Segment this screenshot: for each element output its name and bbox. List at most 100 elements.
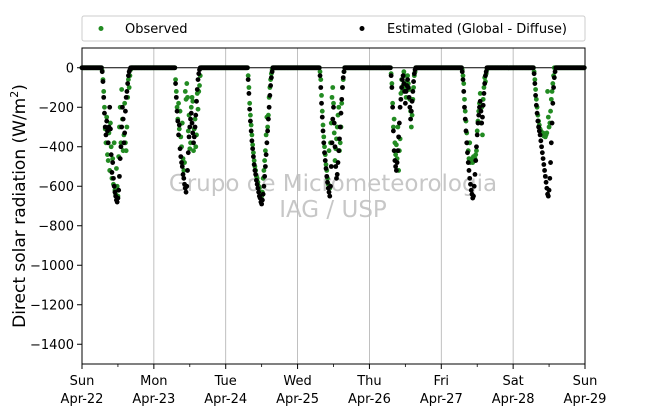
observed-point: [249, 132, 255, 138]
observed-point: [105, 158, 111, 163]
estimated-point: [531, 71, 537, 77]
estimated-point: [466, 168, 472, 173]
estimated-point: [327, 193, 333, 199]
estimated-point: [127, 67, 133, 73]
estimated-point: [191, 140, 196, 146]
estimated-point: [103, 132, 109, 138]
observed-point: [187, 146, 193, 152]
observed-point: [393, 152, 399, 158]
estimated-point: [119, 124, 125, 130]
estimated-point: [105, 140, 111, 146]
estimated-point: [248, 128, 254, 134]
estimated-point: [462, 104, 467, 110]
estimated-point: [533, 93, 538, 98]
x-tick-label-day: Thu: [356, 374, 381, 389]
estimated-point: [480, 102, 486, 108]
observed-point: [317, 69, 323, 75]
observed-point: [247, 100, 253, 106]
estimated-point: [189, 120, 195, 126]
observed-point: [122, 100, 128, 106]
observed-point: [108, 120, 113, 126]
observed-point: [114, 166, 119, 171]
estimated-point: [172, 65, 178, 71]
observed-point: [461, 81, 467, 86]
estimated-point: [259, 197, 265, 203]
estimated-point: [396, 134, 402, 140]
watermark-line-1: Grupo de Micrometeorologia: [169, 171, 497, 197]
estimated-point: [406, 94, 412, 100]
estimated-point: [535, 118, 541, 124]
estimated-point: [249, 138, 255, 144]
estimated-point: [122, 130, 128, 136]
estimated-point: [265, 128, 271, 134]
estimated-point: [408, 116, 413, 122]
estimated-point: [250, 146, 256, 152]
estimated-point: [340, 85, 345, 90]
estimated-point: [322, 150, 327, 156]
observed-point: [545, 114, 551, 120]
estimated-point: [548, 140, 554, 146]
estimated-point: [108, 126, 113, 132]
estimated-point: [193, 112, 199, 118]
estimated-point: [184, 183, 190, 189]
observed-point: [532, 77, 538, 82]
estimated-point: [542, 173, 548, 179]
x-tick-label-date: Apr-27: [420, 392, 463, 407]
estimated-point: [393, 168, 399, 173]
estimated-point: [123, 94, 129, 100]
estimated-point: [181, 175, 187, 181]
estimated-point: [254, 181, 260, 187]
observed-point: [191, 148, 196, 154]
x-tick-label-day: Sat: [502, 374, 523, 389]
estimated-point: [463, 128, 469, 134]
estimated-point: [197, 67, 202, 73]
estimated-point: [334, 175, 339, 181]
watermark: Grupo de Micrometeorologia IAG / USP: [169, 171, 497, 223]
observed-point: [318, 77, 324, 82]
estimated-point: [245, 77, 251, 82]
observed-point: [401, 69, 407, 75]
observed-point: [546, 124, 552, 130]
y-axis-label-superscript: 2: [8, 91, 21, 98]
estimated-point: [326, 189, 332, 195]
observed-point: [263, 132, 269, 138]
estimated-point: [336, 148, 342, 154]
observed-point: [105, 152, 110, 158]
observed-point: [126, 77, 131, 82]
estimated-point: [188, 110, 194, 116]
x-tick-label-day: Wed: [283, 374, 311, 389]
observed-point: [182, 89, 188, 94]
estimated-point: [536, 124, 541, 130]
watermark-line-2: IAG / USP: [279, 197, 387, 223]
estimated-point: [262, 173, 268, 179]
estimated-point: [331, 120, 337, 126]
estimated-point: [337, 136, 342, 142]
x-tick-label-day: Mon: [140, 374, 167, 389]
estimated-point: [194, 98, 199, 104]
estimated-point: [120, 116, 126, 122]
estimated-point: [268, 83, 274, 88]
estimated-point: [321, 140, 327, 146]
estimated-point: [251, 154, 256, 160]
observed-point: [331, 130, 337, 136]
observed-point: [322, 144, 327, 150]
estimated-point: [335, 160, 341, 165]
estimated-point: [115, 195, 121, 201]
estimated-point: [477, 104, 482, 110]
estimated-point: [465, 160, 471, 165]
observed-point: [265, 124, 271, 130]
estimated-point: [324, 173, 330, 179]
observed-point: [176, 100, 181, 106]
estimated-point: [474, 132, 480, 138]
estimated-point: [399, 77, 405, 82]
x-tick-label-day: Sun: [573, 374, 598, 389]
observed-point: [189, 94, 195, 100]
estimated-point: [104, 118, 110, 124]
estimated-point: [482, 81, 488, 86]
estimated-point: [117, 173, 122, 179]
observed-point: [195, 106, 201, 112]
observed-point: [462, 108, 468, 114]
estimated-point: [480, 114, 485, 120]
estimated-point: [479, 120, 485, 126]
